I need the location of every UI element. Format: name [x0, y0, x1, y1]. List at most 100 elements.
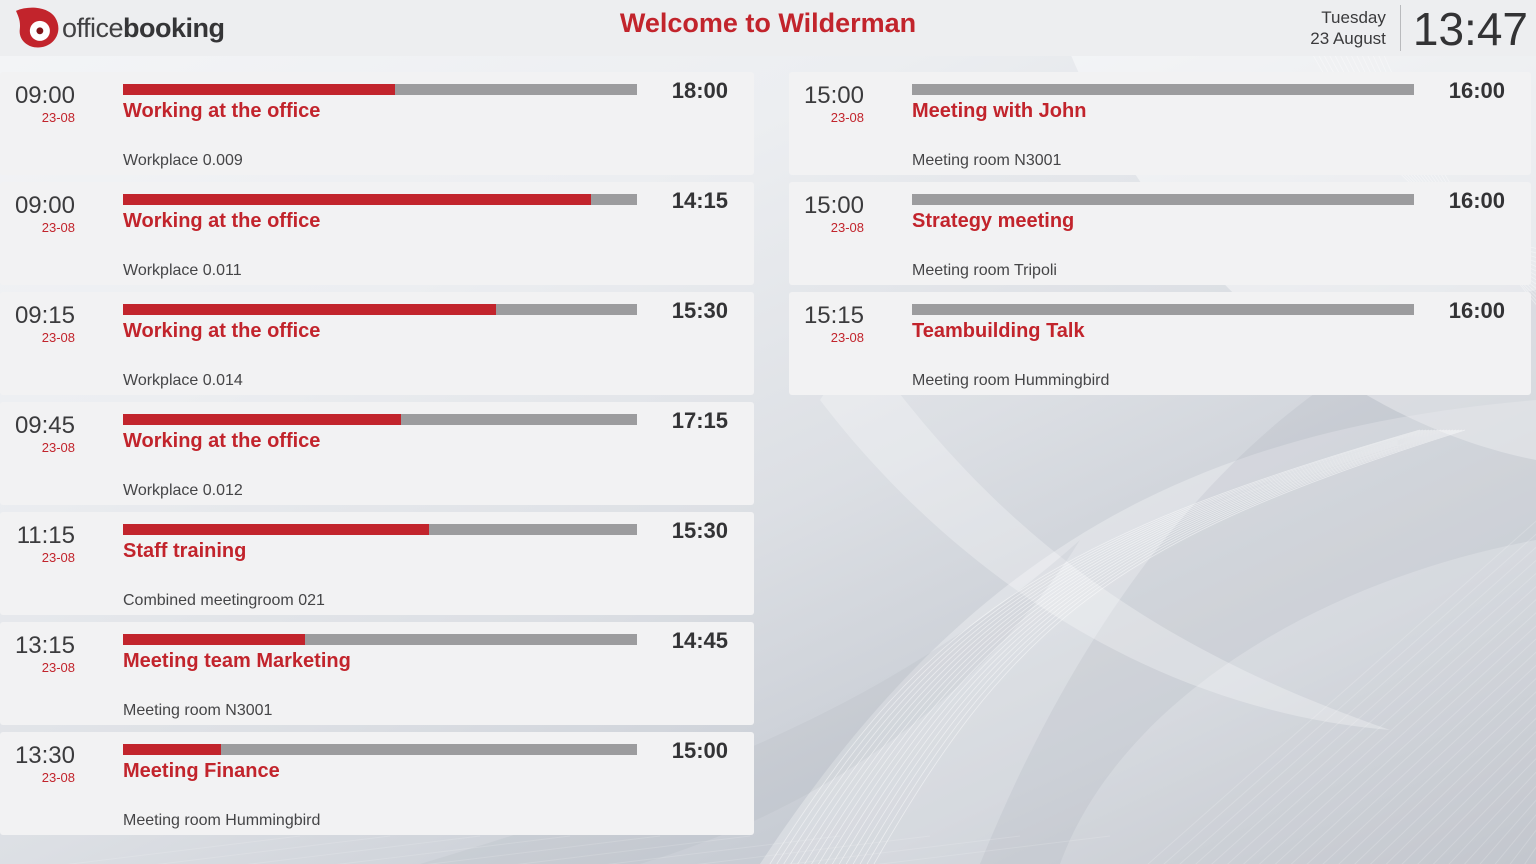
booking-row: 11:15 23-08 Staff training Combined meet… — [0, 512, 754, 615]
progress-fill — [123, 744, 221, 755]
booking-details: Meeting Finance Meeting room Hummingbird — [123, 744, 637, 835]
start-date: 23-08 — [41, 220, 75, 235]
meeting-location: Meeting room Hummingbird — [123, 812, 321, 829]
meeting-location: Meeting room Tripoli — [912, 262, 1057, 279]
booking-details: Strategy meeting Meeting room Tripoli — [912, 194, 1414, 285]
meeting-title: Meeting Finance — [123, 760, 280, 782]
booking-details: Working at the office Workplace 0.009 — [123, 84, 637, 175]
start-date: 23-08 — [41, 440, 75, 455]
start-date: 23-08 — [41, 110, 75, 125]
start-time-block: 09:45 23-08 — [0, 414, 123, 505]
header-divider — [1399, 5, 1401, 51]
start-date: 23-08 — [41, 550, 75, 565]
end-time: 16:00 — [1448, 298, 1505, 323]
end-time: 14:15 — [671, 188, 728, 213]
booking-details: Working at the office Workplace 0.011 — [123, 194, 637, 285]
progress-bar — [123, 634, 637, 645]
start-date: 23-08 — [41, 770, 75, 785]
schedule-board: 09:00 23-08 Working at the office Workpl… — [0, 72, 1531, 835]
end-time: 15:00 — [671, 738, 728, 763]
schedule-column-left: 09:00 23-08 Working at the office Workpl… — [0, 72, 754, 835]
start-time-block: 15:15 23-08 — [789, 304, 912, 395]
booking-row: 15:15 23-08 Teambuilding Talk Meeting ro… — [789, 292, 1531, 395]
booking-row: 13:15 23-08 Meeting team Marketing Meeti… — [0, 622, 754, 725]
booking-row: 13:30 23-08 Meeting Finance Meeting room… — [0, 732, 754, 835]
booking-details: Teambuilding Talk Meeting room Hummingbi… — [912, 304, 1414, 395]
date-block: Tuesday 23 August — [1310, 7, 1386, 49]
start-time-block: 15:00 23-08 — [789, 84, 912, 175]
booking-row: 15:00 23-08 Strategy meeting Meeting roo… — [789, 182, 1531, 285]
start-time-block: 15:00 23-08 — [789, 194, 912, 285]
start-time: 13:15 — [14, 632, 75, 659]
start-time: 11:15 — [16, 522, 75, 549]
start-time: 09:45 — [14, 412, 75, 439]
progress-fill — [123, 414, 401, 425]
start-date: 23-08 — [41, 660, 75, 675]
welcome-title: Welcome to Wilderman — [619, 8, 917, 38]
start-date: 23-08 — [830, 110, 864, 125]
booking-row: 09:15 23-08 Working at the office Workpl… — [0, 292, 754, 395]
meeting-location: Meeting room Hummingbird — [912, 372, 1110, 389]
progress-fill — [123, 524, 429, 535]
start-time: 09:15 — [14, 302, 75, 329]
meeting-title: Working at the office — [123, 320, 321, 342]
start-time-block: 11:15 23-08 — [0, 524, 123, 615]
booking-row: 09:00 23-08 Working at the office Workpl… — [0, 72, 754, 175]
start-time-block: 13:30 23-08 — [0, 744, 123, 835]
logo-text-office: office — [62, 12, 124, 43]
booking-details: Meeting with John Meeting room N3001 — [912, 84, 1414, 175]
start-date: 23-08 — [41, 330, 75, 345]
start-time-block: 09:15 23-08 — [0, 304, 123, 395]
start-time: 15:15 — [803, 302, 864, 329]
progress-bar — [123, 194, 637, 205]
end-time: 14:45 — [671, 628, 728, 653]
booking-details: Working at the office Workplace 0.014 — [123, 304, 637, 395]
meeting-location: Workplace 0.009 — [123, 152, 243, 169]
date-label: 23 August — [1310, 29, 1386, 48]
start-time-block: 13:15 23-08 — [0, 634, 123, 725]
logo-text-booking: booking — [123, 12, 225, 43]
progress-bar — [123, 414, 637, 425]
start-time: 13:30 — [14, 742, 75, 769]
meeting-title: Working at the office — [123, 100, 321, 122]
progress-bar — [123, 84, 637, 95]
start-time: 15:00 — [803, 192, 864, 219]
clock-display: 13:47 — [1412, 2, 1528, 55]
progress-bar — [123, 524, 637, 535]
progress-bar — [912, 304, 1414, 315]
start-time: 15:00 — [803, 82, 864, 109]
booking-row: 15:00 23-08 Meeting with John Meeting ro… — [789, 72, 1531, 175]
meeting-title: Meeting team Marketing — [123, 650, 351, 672]
meeting-title: Meeting with John — [912, 100, 1087, 122]
datetime-block: Tuesday 23 August 13:47 — [1310, 0, 1528, 56]
meeting-title: Staff training — [123, 540, 247, 562]
end-time: 18:00 — [671, 78, 728, 103]
progress-bar — [912, 194, 1414, 205]
officebooking-logo-icon — [16, 7, 59, 48]
schedule-column-right: 15:00 23-08 Meeting with John Meeting ro… — [789, 72, 1531, 395]
header-bar: office booking Welcome to Wilderman Tuesd… — [0, 0, 1536, 56]
meeting-location: Meeting room N3001 — [912, 152, 1062, 169]
weekday-label: Tuesday — [1321, 8, 1386, 27]
meeting-title: Working at the office — [123, 430, 321, 452]
end-time: 16:00 — [1448, 188, 1505, 213]
start-date: 23-08 — [830, 330, 864, 345]
end-time: 15:30 — [671, 298, 728, 323]
meeting-title: Strategy meeting — [912, 210, 1075, 232]
meeting-location: Workplace 0.014 — [123, 372, 243, 389]
start-time-block: 09:00 23-08 — [0, 194, 123, 285]
start-date: 23-08 — [830, 220, 864, 235]
end-time: 15:30 — [671, 518, 728, 543]
progress-bar — [912, 84, 1414, 95]
progress-fill — [123, 634, 306, 645]
progress-bar — [123, 744, 637, 755]
end-time: 17:15 — [671, 408, 728, 433]
progress-fill — [123, 304, 496, 315]
start-time-block: 09:00 23-08 — [0, 84, 123, 175]
start-time: 09:00 — [14, 82, 75, 109]
start-time: 09:00 — [14, 192, 75, 219]
booking-row: 09:00 23-08 Working at the office Workpl… — [0, 182, 754, 285]
booking-details: Meeting team Marketing Meeting room N300… — [123, 634, 637, 725]
progress-fill — [123, 194, 591, 205]
booking-row: 09:45 23-08 Working at the office Workpl… — [0, 402, 754, 505]
